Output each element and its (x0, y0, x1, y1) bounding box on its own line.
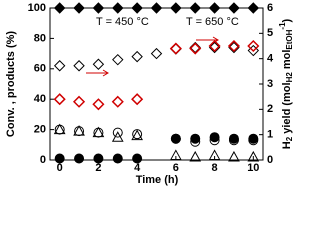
marker (228, 41, 240, 54)
y-tick-label: 80 (34, 32, 46, 44)
arrow (86, 36, 219, 77)
marker (92, 98, 105, 111)
chart: Time (h) Conv. , products (%) H2 yield (… (5, 2, 294, 186)
marker (150, 2, 163, 14)
marker (112, 153, 123, 164)
y-tick-label: 0 (40, 154, 46, 166)
marker (112, 2, 124, 14)
marker (247, 150, 260, 162)
marker (247, 44, 260, 57)
marker (131, 93, 144, 106)
marker (189, 150, 202, 162)
marker (208, 39, 221, 53)
marker (74, 153, 85, 164)
marker (73, 125, 85, 136)
marker (228, 150, 240, 162)
x-tick-label: 6 (173, 162, 179, 174)
marker (228, 133, 239, 144)
x-tick-label: 10 (247, 162, 259, 174)
marker (53, 123, 66, 135)
x-axis-label: Time (h) (136, 174, 179, 186)
marker (247, 39, 260, 53)
marker (169, 42, 182, 55)
marker (53, 60, 66, 72)
y2-tick-label: 2 (267, 103, 273, 115)
marker (112, 53, 124, 66)
marker (73, 2, 85, 14)
y2-tick-label: 5 (267, 27, 273, 39)
y-tick-label: 40 (34, 93, 46, 105)
marker (92, 126, 105, 138)
y2-label-part: mol (281, 50, 293, 73)
marker (131, 50, 143, 63)
marker (131, 129, 143, 141)
x-tick-label: 8 (212, 162, 218, 174)
marker (248, 133, 259, 144)
y-tick-label: 100 (28, 2, 46, 14)
y2-tick-label: 1 (267, 129, 273, 141)
y2-label-part: -1 (278, 22, 287, 30)
marker (53, 2, 66, 14)
y2-label-part: H (281, 141, 293, 149)
marker (72, 95, 86, 108)
marker (208, 41, 221, 54)
marker (247, 2, 260, 14)
marker (150, 47, 163, 60)
annotation: T = 450 °C (96, 16, 149, 28)
y2-label-part: H2 (285, 72, 294, 83)
marker (53, 93, 66, 106)
marker (112, 127, 123, 138)
marker (189, 2, 201, 14)
marker (131, 2, 143, 14)
marker (208, 149, 221, 160)
marker (111, 95, 124, 108)
marker (190, 133, 201, 144)
y-axis-label: Conv. , products (%) (5, 31, 17, 137)
y2-label-part: ) (281, 18, 293, 22)
marker (228, 2, 240, 14)
y-tick-label: 60 (34, 63, 46, 75)
y2-label-part: 2 (285, 136, 294, 141)
x-tick-label: 2 (95, 162, 101, 174)
y-tick-label: 20 (34, 124, 46, 136)
x-tick-label: 4 (134, 162, 141, 174)
marker (111, 131, 124, 142)
y2-axis-label: H2 yield (molH2 molEtOH-1) (278, 18, 294, 149)
marker (93, 153, 104, 164)
marker (170, 149, 182, 160)
y2-tick-label: 4 (267, 53, 274, 65)
x-tick-label: 0 (57, 162, 63, 174)
marker (227, 39, 241, 53)
y2-tick-label: 0 (267, 154, 273, 166)
marker (54, 153, 65, 164)
marker (189, 42, 202, 55)
marker (92, 2, 105, 14)
marker (170, 2, 182, 14)
marker (209, 132, 220, 143)
marker (170, 133, 181, 144)
marker (92, 58, 105, 70)
marker (132, 153, 143, 164)
marker (73, 60, 85, 72)
y2-label-part: yield (mol (281, 82, 293, 136)
y2-tick-label: 3 (267, 78, 273, 90)
y2-tick-label: 6 (267, 2, 273, 14)
y2-label-part: EtOH (285, 29, 294, 49)
marker (208, 2, 221, 14)
annotation: T = 650 °C (186, 16, 239, 28)
